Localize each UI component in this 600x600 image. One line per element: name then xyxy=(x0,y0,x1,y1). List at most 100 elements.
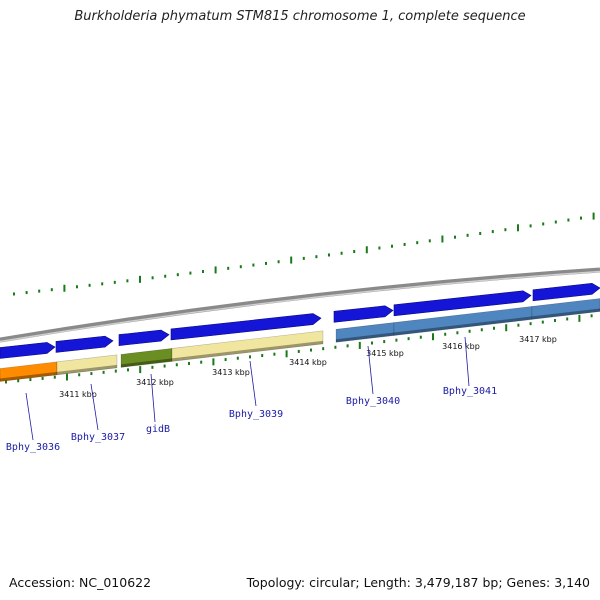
scale-tick-label: 3415 kbp xyxy=(366,349,404,358)
outer-tick xyxy=(50,288,53,292)
outer-tick xyxy=(378,246,381,250)
inner-tick xyxy=(590,314,593,318)
outer-tick xyxy=(277,260,280,264)
inner-tick xyxy=(493,326,495,330)
outer-tick xyxy=(202,270,204,274)
inner-tick xyxy=(236,356,239,360)
outer-tick xyxy=(567,218,570,222)
gene-band-shadow xyxy=(394,316,532,336)
inner-tick xyxy=(17,379,20,383)
gene-band xyxy=(56,354,118,376)
inner-tick xyxy=(175,363,178,367)
forward-gene-arrow xyxy=(170,313,322,341)
outer-tick xyxy=(76,285,78,289)
gene-leader-line xyxy=(25,392,34,441)
scale-tick-label: 3411 kbp xyxy=(59,390,97,399)
gene-leader-line xyxy=(90,383,99,431)
backbone-line xyxy=(0,267,600,343)
gene-band-shadow xyxy=(336,332,394,343)
inner-tick xyxy=(139,366,142,374)
outer-tick xyxy=(302,256,305,260)
inner-tick xyxy=(285,350,288,358)
outer-tick xyxy=(101,282,104,286)
outer-tick xyxy=(504,228,507,232)
inner-tick xyxy=(41,376,44,380)
gene-label[interactable]: Bphy_3041 xyxy=(443,386,497,397)
gene-label[interactable]: Bphy_3040 xyxy=(346,396,400,407)
outer-tick xyxy=(391,244,393,248)
scale-tick-label: 3414 kbp xyxy=(289,358,327,367)
outer-tick xyxy=(340,251,343,255)
inner-tick xyxy=(249,355,251,359)
scale-labels: 3411 kbp 3412 kbp 3413 kbp 3414 kbp 3415 kbp… xyxy=(59,335,557,399)
outer-tick xyxy=(416,241,419,245)
scale-tick-label: 3413 kbp xyxy=(212,368,250,377)
outer-tick xyxy=(139,275,141,283)
gene-band-shadow xyxy=(172,340,323,362)
inner-tick xyxy=(395,338,398,342)
inner-tick xyxy=(554,319,556,323)
forward-gene-arrow xyxy=(333,305,394,323)
inner-tick xyxy=(212,358,215,366)
outer-tick xyxy=(466,233,469,237)
inner-tick xyxy=(456,331,459,335)
forward-gene-arrow xyxy=(55,335,114,353)
scale-tick-label: 3416 kbp xyxy=(442,342,480,351)
gene-label[interactable]: Bphy_3039 xyxy=(229,409,283,420)
forward-gene-arrow xyxy=(532,283,600,302)
inner-tick xyxy=(432,333,434,341)
outer-tick xyxy=(580,216,582,220)
inner-tick xyxy=(541,320,544,324)
gene-label[interactable]: Bphy_3037 xyxy=(71,432,125,443)
gene-band-shadow xyxy=(57,364,117,375)
outer-tick xyxy=(428,239,431,243)
map-title: Burkholderia phymatum STM815 chromosome … xyxy=(74,9,526,24)
summary-text: Topology: circular; Length: 3,479,187 bp… xyxy=(246,575,590,590)
outer-tick xyxy=(554,220,557,224)
outer-tick xyxy=(176,273,179,277)
inner-tick xyxy=(102,370,105,374)
gene-label[interactable]: Bphy_3036 xyxy=(6,442,60,453)
inner-tick xyxy=(163,364,166,368)
gene-leader-line xyxy=(464,336,470,387)
outer-tick xyxy=(239,265,242,269)
inner-tick xyxy=(383,340,386,344)
scale-tick-label: 3417 kbp xyxy=(519,335,557,344)
inner-tick xyxy=(480,328,483,332)
inner-tick xyxy=(468,329,471,333)
outer-tick xyxy=(403,242,406,246)
outer-tick xyxy=(328,253,330,257)
inner-tick xyxy=(261,354,264,358)
inner-tick xyxy=(358,341,361,349)
inner-tick xyxy=(151,365,154,369)
inner-tick xyxy=(273,352,276,356)
outer-tick xyxy=(517,224,519,232)
outer-tick xyxy=(315,255,318,259)
outer-tick xyxy=(151,276,154,280)
inner-tick xyxy=(53,375,56,379)
inner-tick xyxy=(5,380,7,384)
inner-tick xyxy=(200,360,203,364)
gene-band-shadow xyxy=(532,308,600,320)
outer-tick xyxy=(365,246,368,254)
outer-tick xyxy=(592,212,595,220)
forward-gene-arrow xyxy=(118,329,170,346)
backbone-highlight xyxy=(0,270,600,343)
outer-tick xyxy=(113,280,116,284)
inner-tick xyxy=(346,344,349,348)
outer-tick xyxy=(479,231,482,235)
outer-tick xyxy=(88,283,91,287)
gene-leader-line xyxy=(249,360,257,407)
outer-tick xyxy=(63,284,66,292)
inner-tick xyxy=(578,314,581,322)
outer-tick xyxy=(227,266,230,270)
inner-tick xyxy=(407,337,410,341)
outer-tick xyxy=(491,230,494,234)
outer-tick xyxy=(454,235,456,239)
outer-tick xyxy=(265,261,267,265)
outer-tick xyxy=(529,224,532,228)
gene-label[interactable]: gidB xyxy=(146,424,170,435)
inner-tick xyxy=(224,358,227,362)
inner-tick xyxy=(90,372,93,376)
